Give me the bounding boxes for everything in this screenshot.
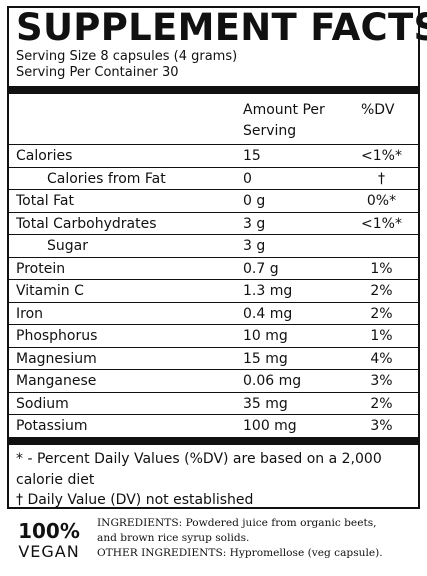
table-row: Sodium 35 mg 2% bbox=[9, 391, 418, 415]
amount-header-line2: Serving bbox=[243, 123, 297, 139]
nutrient-dv: † bbox=[378, 170, 385, 187]
nutrient-name: Total Fat bbox=[16, 193, 74, 209]
nutrient-name: Manganese bbox=[16, 373, 97, 389]
nutrient-name: Iron bbox=[16, 305, 44, 322]
table-row: Phosphorus 10 mg 1% bbox=[9, 324, 418, 347]
nutrient-amount: 1.3 mg bbox=[243, 283, 293, 299]
nutrient-amount: 35 mg bbox=[243, 395, 288, 412]
nutrient-amount: 0 bbox=[243, 170, 252, 187]
nutrient-name: Sugar bbox=[47, 238, 88, 254]
table-row: Manganese 0.06 mg 3% bbox=[9, 369, 418, 392]
vegan-percent: 100% bbox=[18, 519, 80, 543]
servings-per-container: Serving Per Container 30 bbox=[16, 65, 179, 80]
nutrient-name: Total Carbohydrates bbox=[16, 215, 157, 232]
nutrient-amount: 10 mg bbox=[243, 328, 288, 344]
table-row: Iron 0.4 mg 2% bbox=[9, 301, 418, 325]
dv-footnote: * - Percent Daily Values (%DV) are based… bbox=[16, 451, 382, 488]
nutrient-amount: 15 mg bbox=[243, 350, 288, 367]
nutrient-amount: 0.7 g bbox=[243, 260, 279, 277]
other-ingredients: OTHER INGREDIENTS: Hypromellose (veg cap… bbox=[97, 547, 383, 559]
nutrient-name: Sodium bbox=[16, 395, 69, 412]
nutrient-dv: 0%* bbox=[366, 193, 397, 209]
supplement-facts-panel: SUPPLEMENT FACTS Serving Size 8 capsules… bbox=[7, 6, 427, 509]
table-row: Total Fat 0 g 0%* bbox=[9, 189, 418, 212]
table-row: Magnesium 15 mg 4% bbox=[9, 346, 418, 370]
dv-not-established-note: † Daily Value (DV) not established bbox=[16, 492, 254, 508]
table-row: Protein 0.7 g 1% bbox=[9, 256, 418, 280]
table-row: Vitamin C 1.3 mg 2% bbox=[9, 279, 418, 302]
amount-per-serving-header: Amount Per Serving bbox=[243, 100, 353, 142]
nutrient-name: Protein bbox=[16, 260, 66, 277]
nutrient-amount: 100 mg bbox=[243, 418, 297, 434]
vegan-word: VEGAN bbox=[18, 542, 80, 561]
nutrient-table: Calories 15 <1%* Calories from Fat 0 † T… bbox=[9, 144, 418, 437]
ingredients-line-1: INGREDIENTS: Powdered juice from organic… bbox=[97, 517, 377, 529]
table-row: Calories 15 <1%* bbox=[9, 144, 418, 167]
nutrient-dv: 1% bbox=[370, 260, 393, 277]
nutrient-name: Phosphorus bbox=[16, 328, 98, 344]
nutrient-name: Vitamin C bbox=[16, 283, 84, 299]
nutrient-amount: 0 g bbox=[243, 193, 266, 209]
nutrient-name: Potassium bbox=[16, 418, 88, 434]
nutrient-amount: 0.4 mg bbox=[243, 305, 293, 322]
table-row: Total Carbohydrates 3 g <1%* bbox=[9, 211, 418, 235]
vegan-badge: 100% VEGAN bbox=[8, 520, 90, 562]
panel-title: SUPPLEMENT FACTS bbox=[16, 6, 427, 49]
nutrient-amount: 3 g bbox=[243, 238, 266, 254]
nutrient-dv: 2% bbox=[370, 305, 393, 322]
serving-size: Serving Size 8 capsules (4 grams) bbox=[16, 49, 238, 64]
thick-divider-bottom bbox=[9, 437, 418, 445]
nutrient-amount: 3 g bbox=[243, 215, 266, 232]
nutrient-name: Magnesium bbox=[16, 350, 97, 367]
table-row: Potassium 100 mg 3% bbox=[9, 414, 418, 437]
amount-header-line1: Amount Per bbox=[243, 102, 325, 118]
nutrient-dv: 2% bbox=[370, 395, 393, 412]
nutrient-dv: 3% bbox=[370, 373, 393, 389]
nutrient-amount: 15 bbox=[243, 148, 261, 164]
table-row: Sugar 3 g bbox=[9, 234, 418, 257]
nutrient-dv: 2% bbox=[370, 283, 393, 299]
nutrient-dv: <1%* bbox=[361, 215, 402, 232]
table-row: Calories from Fat 0 † bbox=[9, 166, 418, 190]
dv-header: %DV bbox=[361, 102, 395, 118]
ingredients-line-2: and brown rice syrup solids. bbox=[97, 532, 250, 544]
thick-divider-top bbox=[9, 86, 418, 94]
nutrient-name: Calories bbox=[16, 148, 73, 164]
nutrient-dv: 3% bbox=[370, 418, 393, 434]
nutrient-dv: 1% bbox=[370, 328, 393, 344]
nutrient-dv: <1%* bbox=[361, 148, 402, 164]
nutrient-amount: 0.06 mg bbox=[243, 373, 302, 389]
nutrient-dv: 4% bbox=[370, 350, 393, 367]
nutrient-name: Calories from Fat bbox=[47, 170, 166, 187]
